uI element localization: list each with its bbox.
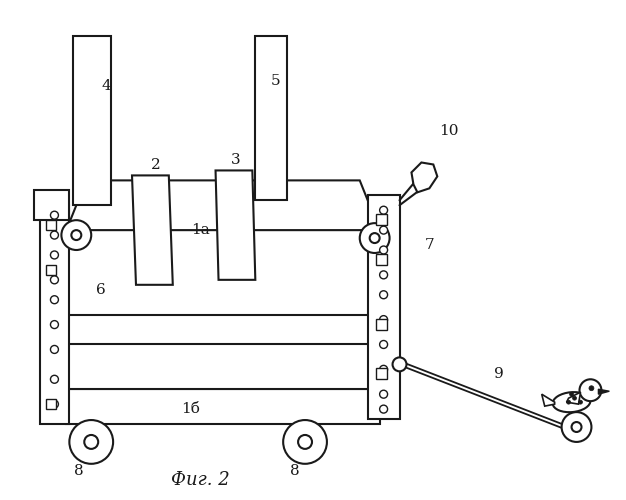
Bar (376, 214, 387, 225)
Text: 10: 10 (439, 124, 459, 138)
Bar (46, 220, 56, 230)
Bar (376, 368, 387, 380)
Circle shape (51, 320, 58, 328)
Polygon shape (39, 205, 69, 424)
Circle shape (51, 346, 58, 354)
Text: 5: 5 (270, 74, 280, 88)
Circle shape (51, 376, 58, 384)
Circle shape (379, 390, 387, 398)
Text: 8: 8 (290, 464, 300, 478)
Circle shape (51, 276, 58, 284)
Polygon shape (567, 392, 580, 404)
Circle shape (71, 230, 81, 240)
Polygon shape (66, 180, 379, 230)
Polygon shape (66, 389, 379, 424)
Polygon shape (132, 176, 173, 285)
Text: 4: 4 (101, 79, 111, 93)
Circle shape (379, 405, 387, 413)
Ellipse shape (553, 392, 590, 412)
Polygon shape (541, 394, 555, 406)
Circle shape (51, 400, 58, 408)
Circle shape (562, 412, 592, 442)
Polygon shape (598, 389, 609, 394)
Circle shape (379, 316, 387, 324)
Bar (376, 254, 387, 265)
Circle shape (61, 220, 91, 250)
Circle shape (51, 296, 58, 304)
Text: 7: 7 (424, 238, 434, 252)
Text: 1б: 1б (182, 402, 200, 416)
Text: 8: 8 (74, 464, 84, 478)
Circle shape (589, 386, 594, 390)
Polygon shape (34, 190, 69, 220)
Circle shape (573, 396, 577, 400)
Bar (73, 36, 111, 205)
Circle shape (379, 206, 387, 214)
Polygon shape (215, 170, 255, 280)
Circle shape (51, 231, 58, 239)
Circle shape (85, 435, 98, 449)
Circle shape (578, 400, 583, 404)
Text: 1а: 1а (192, 223, 210, 237)
Text: 2: 2 (151, 158, 161, 172)
Polygon shape (411, 162, 438, 192)
Circle shape (567, 400, 570, 404)
Text: Фиг. 2: Фиг. 2 (172, 470, 230, 488)
Polygon shape (66, 230, 379, 389)
Text: 3: 3 (230, 154, 240, 168)
Circle shape (51, 211, 58, 219)
Text: 9: 9 (494, 368, 504, 382)
Circle shape (51, 251, 58, 259)
Circle shape (379, 340, 387, 348)
Circle shape (580, 380, 602, 401)
Circle shape (69, 420, 113, 464)
Circle shape (283, 420, 327, 464)
Circle shape (570, 392, 573, 396)
Bar (46, 399, 56, 409)
Bar (255, 36, 287, 200)
Circle shape (379, 246, 387, 254)
Text: 6: 6 (96, 283, 106, 297)
Bar (376, 318, 387, 330)
Circle shape (298, 435, 312, 449)
Circle shape (379, 226, 387, 234)
Bar (46, 265, 56, 275)
Circle shape (572, 422, 582, 432)
Circle shape (379, 271, 387, 279)
Circle shape (360, 223, 389, 253)
Polygon shape (367, 196, 399, 419)
Circle shape (370, 233, 379, 243)
Circle shape (379, 291, 387, 298)
Circle shape (379, 366, 387, 374)
Circle shape (393, 358, 406, 372)
